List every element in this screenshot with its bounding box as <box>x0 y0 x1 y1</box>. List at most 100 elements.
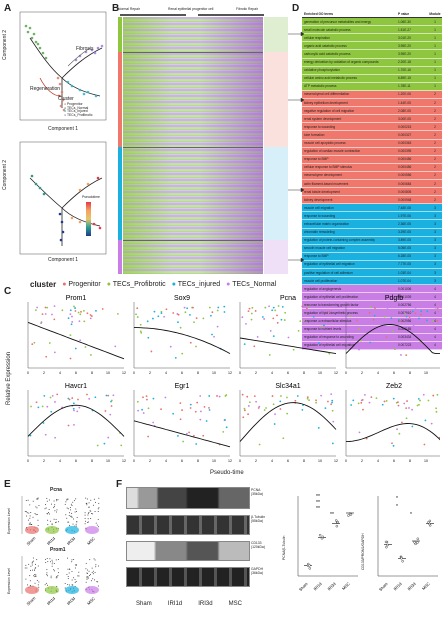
expr-point <box>362 408 364 411</box>
violin-point <box>88 521 90 523</box>
chart2-ylabel: CD133/PROM1/GAPDH <box>361 533 365 570</box>
expr-point <box>37 406 40 409</box>
violin-shape <box>25 526 39 534</box>
expr-point <box>246 395 249 398</box>
violin-point <box>29 575 31 577</box>
expr-plot: Havcr1 0 2 4 6 8 10 12 <box>27 383 126 463</box>
legend-progenitor: ● Progenitor <box>62 281 101 288</box>
expr-point <box>407 309 410 311</box>
expr-point <box>250 318 253 321</box>
x-tick: 12 <box>334 371 338 375</box>
go-module: 4 <box>434 286 436 291</box>
violin-point <box>86 578 88 580</box>
expr-point <box>392 330 394 333</box>
go-term: renal system development <box>304 116 342 121</box>
violin-point <box>64 587 66 589</box>
expr-point <box>160 408 162 411</box>
expr-point <box>179 402 182 405</box>
violin-point <box>86 521 88 523</box>
go-pvalue: 3.95E-20 <box>398 43 411 48</box>
expr-point <box>241 316 244 319</box>
violin-point <box>91 567 93 569</box>
go-term: smooth muscle cell migration <box>304 246 346 251</box>
violin-point <box>46 584 48 586</box>
violin-point <box>45 562 47 564</box>
expr-point <box>320 325 323 328</box>
expr-point <box>301 305 304 308</box>
violin-point <box>56 576 58 578</box>
expr-point <box>94 396 97 399</box>
quant-group-label: Sham <box>378 581 389 592</box>
x-tick: 6 <box>75 371 77 375</box>
violin-plot: Sham IRI1d IRI3d MSC <box>21 556 100 606</box>
violin-point <box>85 581 87 583</box>
panel-c-letter: C <box>4 286 12 297</box>
expr-point <box>74 347 77 350</box>
expr-point <box>405 407 408 410</box>
violin-title-prom1: Prom1 <box>50 547 66 553</box>
sig-marker: ** <box>316 500 320 506</box>
violin-point <box>29 523 31 525</box>
expr-point <box>405 417 408 420</box>
go-module: 3 <box>434 205 436 210</box>
expr-point <box>150 350 153 353</box>
violin-point <box>47 561 49 563</box>
violin-point <box>46 497 48 499</box>
violin-point <box>77 575 79 577</box>
expr-point <box>67 424 70 427</box>
expr-point <box>186 432 188 435</box>
expr-point <box>349 315 352 318</box>
violin-point <box>67 584 69 586</box>
go-pvalue: 0.002756 <box>398 302 412 307</box>
go-row: response to BMP 0.000456 2 <box>302 155 442 164</box>
violin-point <box>50 503 52 505</box>
violin-shape <box>85 526 99 534</box>
panel-c-cluster-label: cluster <box>30 280 57 289</box>
legend-item-progenitor: ● Progenitor <box>64 102 83 106</box>
violin-point <box>46 574 48 576</box>
x-tick: 0 <box>345 459 347 463</box>
chart-pcna: Sham IRI1d IRI3d MSC******** <box>297 494 358 592</box>
expr-point <box>312 315 315 318</box>
expr-point <box>83 320 86 323</box>
component2-label-bottom: Component 2 <box>2 159 8 190</box>
go-pvalue: 0.000805 <box>398 189 412 194</box>
expr-point <box>253 395 256 397</box>
violin-group-label: IRI3d <box>66 536 76 546</box>
go-row: kidney development 0.000948 2 <box>302 196 442 205</box>
expr-point <box>179 418 182 421</box>
go-row: regulation of response to wounding 0.0034… <box>302 333 442 342</box>
violin-point <box>84 514 86 516</box>
violin-point <box>86 572 88 574</box>
violin-point <box>38 504 40 506</box>
violin-point <box>57 521 59 523</box>
go-pvalue: 0.001006 <box>398 286 412 291</box>
go-row: muscle cell proliferation 1.07E-04 3 <box>302 277 442 286</box>
expr-point <box>434 306 437 309</box>
violin-point <box>55 559 57 561</box>
go-pvalue: 0.000456 <box>398 165 412 170</box>
violin-point <box>68 524 70 526</box>
expr-point <box>358 431 361 434</box>
violin-group-label: IRI1d <box>46 536 56 546</box>
expr-point <box>435 407 438 410</box>
expr-point <box>73 423 75 426</box>
go-term: muscle cell proliferation <box>304 278 338 283</box>
go-module: 1 <box>434 27 436 32</box>
expr-point <box>323 324 325 327</box>
violin-point <box>91 572 93 574</box>
go-module: 2 <box>434 108 436 113</box>
go-pvalue: 2.20E-18 <box>398 60 411 65</box>
x-tick: 12 <box>122 371 126 375</box>
expr-point <box>160 310 163 313</box>
gene-list-module3 <box>264 147 288 240</box>
expr-point <box>53 351 56 354</box>
expr-point <box>152 317 154 320</box>
data-point <box>384 540 388 544</box>
violin-point <box>71 515 73 517</box>
violin-point <box>50 561 52 563</box>
violin-point <box>25 500 27 502</box>
go-pvalue: 6.28E-05 <box>398 254 411 259</box>
violin-point <box>90 517 92 519</box>
expr-point <box>73 409 75 412</box>
